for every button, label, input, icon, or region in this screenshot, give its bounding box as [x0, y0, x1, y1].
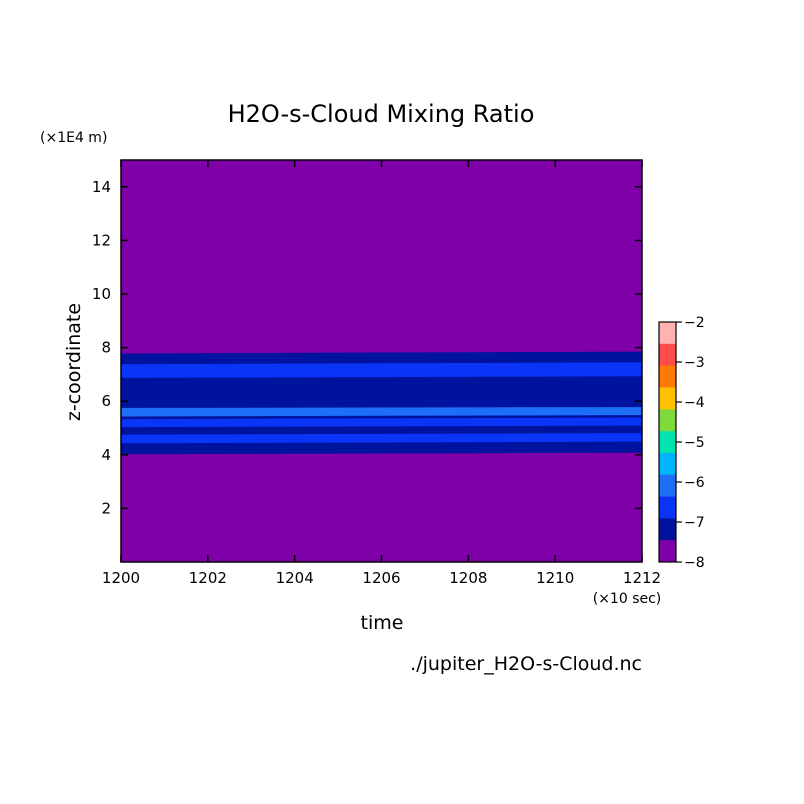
colorbar-segment	[659, 496, 676, 519]
colorbar-segment	[659, 431, 676, 454]
contour-band-2	[121, 417, 642, 428]
plot-area: 1200 1202 1204 1206 1208 1210 1212 2 4 6 8 10 12 14	[92, 159, 661, 587]
y-tick-label: 14	[92, 178, 111, 196]
colorbar-tick-label: −7	[684, 515, 705, 531]
y-tick-label: 8	[101, 339, 111, 357]
x-tick-label: 1202	[189, 569, 227, 587]
y-tick-label: 6	[101, 392, 111, 410]
x-tick-label: 1208	[449, 569, 487, 587]
y-tick-label: 10	[92, 285, 111, 303]
colorbar-tick-label: −2	[684, 315, 705, 331]
colorbar-segment	[659, 452, 676, 476]
y-tick-label: 12	[92, 231, 111, 249]
colorbar-tick-label: −5	[684, 435, 705, 451]
colorbar-tick-label: −4	[684, 395, 705, 411]
x-tick-label: 1200	[102, 569, 140, 587]
x-tick-label: 1212	[623, 569, 661, 587]
y-axis-label: z-coordinate	[63, 303, 85, 421]
contour-band-3	[121, 407, 642, 417]
y-tick-label: 4	[101, 446, 111, 464]
colorbar-segment	[659, 322, 676, 345]
source-file-label: ./jupiter_H2O-s-Cloud.nc	[410, 653, 642, 675]
x-tick-label: 1206	[362, 569, 400, 587]
colorbar-segment	[659, 518, 676, 541]
colorbar-tick-label: −6	[684, 475, 705, 491]
chart-title: H2O-s-Cloud Mixing Ratio	[228, 100, 535, 128]
colorbar-tick-label: −8	[684, 555, 705, 571]
contour-band-4	[121, 362, 642, 378]
colorbar-segment	[659, 365, 676, 388]
x-tick-label: 1204	[276, 569, 314, 587]
y-tick-label: 2	[101, 499, 111, 517]
contour-band-1	[121, 433, 642, 444]
colorbar-segment	[659, 474, 676, 497]
colorbar-segment	[659, 540, 676, 563]
colorbar-segment	[659, 387, 676, 410]
colorbar-segment	[659, 343, 676, 366]
colorbar-tick-label: −3	[684, 355, 705, 371]
y-unit-label: (×1E4 m)	[40, 130, 107, 146]
colorbar: −2 −3 −4 −5 −6 −7 −8	[658, 315, 705, 571]
x-tick-label: 1210	[536, 569, 574, 587]
x-axis-label: time	[361, 612, 404, 634]
colorbar-segment	[659, 409, 676, 432]
x-unit-label: (×10 sec)	[593, 591, 662, 607]
